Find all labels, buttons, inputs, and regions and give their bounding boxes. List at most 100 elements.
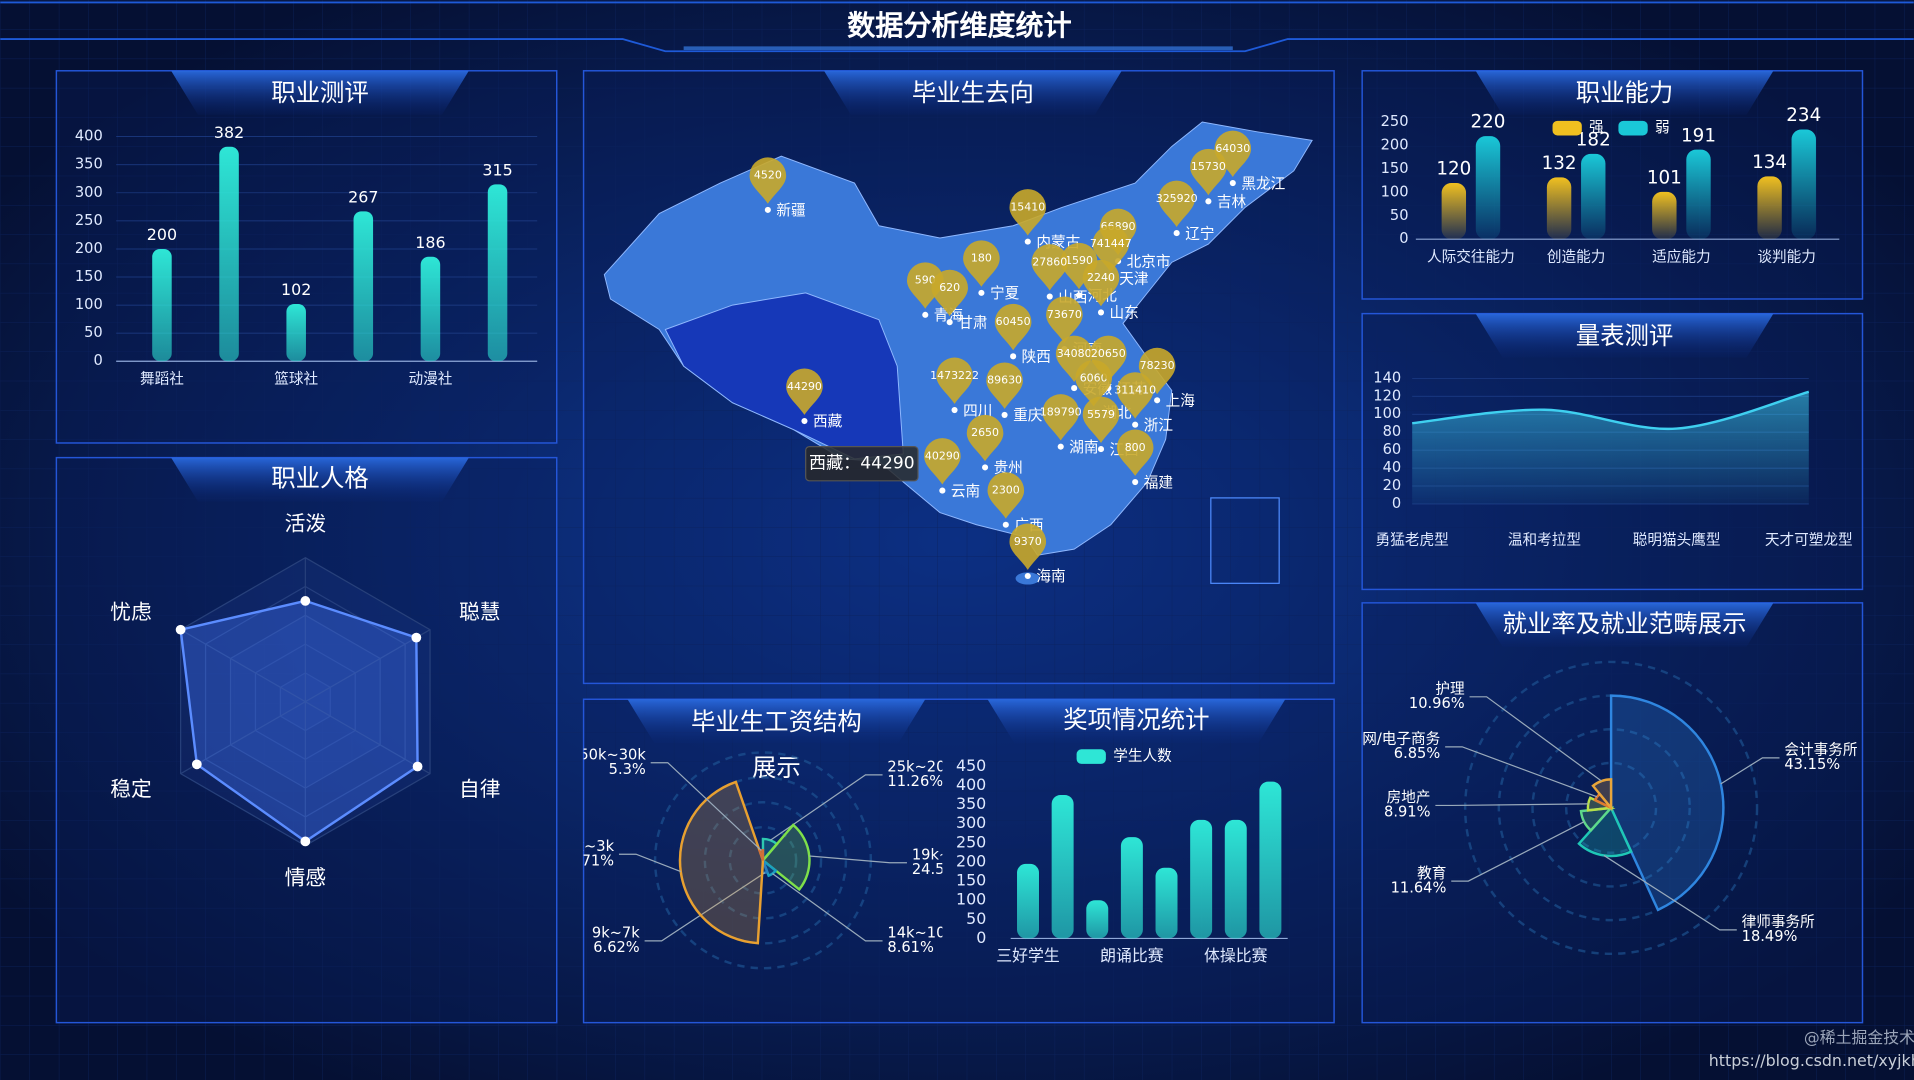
map-value: 78230	[1140, 359, 1175, 372]
map-pin	[986, 362, 1023, 409]
map-dot	[1205, 198, 1212, 205]
pie-value-label: 24.5%	[912, 861, 959, 878]
label-line	[618, 853, 681, 873]
pie-label: 律师事务所	[1742, 914, 1815, 931]
map-value: 64030	[1215, 142, 1250, 155]
y-tick-label: 250	[1381, 113, 1409, 130]
bar	[1546, 177, 1572, 240]
map-dot	[1046, 293, 1053, 300]
title-tab	[987, 699, 1286, 744]
value-label: 200	[147, 225, 177, 244]
title-tab	[627, 699, 926, 744]
bar	[1791, 129, 1816, 240]
map-value: 44290	[787, 380, 822, 393]
map-pin	[786, 368, 823, 415]
map-dot	[1075, 292, 1083, 299]
y-tick-label: 150	[75, 268, 103, 285]
map-value: 1590	[1065, 254, 1093, 267]
x-tick-label: 适应能力	[1652, 247, 1711, 265]
radar-point	[412, 761, 423, 772]
radar-indicator: 活泼	[285, 512, 327, 536]
value-label: 120	[1436, 159, 1471, 180]
map-label: 新疆	[776, 202, 805, 219]
y-tick-label: 0	[1399, 230, 1408, 247]
map-pin	[1158, 180, 1195, 227]
pie-label: 9k~7k	[592, 925, 640, 942]
rose-sector	[1591, 778, 1613, 812]
area	[1412, 391, 1809, 504]
pie-label: 会计事务所	[1784, 742, 1857, 759]
radar-point	[411, 632, 422, 643]
y-tick-label: 100	[75, 296, 103, 313]
map-label: 海南	[1036, 568, 1065, 585]
tooltip: 西藏：44290	[809, 454, 915, 474]
bar	[1017, 863, 1039, 939]
map-dot	[1071, 385, 1078, 392]
map-value: 34080	[1057, 347, 1092, 360]
map-label: 山东	[1110, 305, 1139, 322]
chart-title: 职业能力	[1576, 78, 1674, 107]
map-dot	[1024, 238, 1031, 245]
y-tick-label: 40	[1383, 459, 1402, 476]
map-value: 2650	[971, 426, 999, 439]
y-tick-label: 200	[1381, 136, 1409, 153]
map-label: 天津	[1119, 270, 1148, 287]
legend-swatch	[1076, 749, 1106, 764]
rose-sector	[1609, 694, 1725, 912]
map-value: 6060	[1080, 371, 1108, 384]
pie-value-label: 6.62%	[593, 939, 640, 956]
map-inset	[1210, 497, 1280, 584]
title-tab	[1475, 70, 1774, 115]
chart-title: 毕业生去向	[912, 78, 1034, 107]
map-pin	[963, 240, 1000, 287]
radar-point	[175, 624, 186, 635]
rose-sector	[760, 856, 778, 878]
y-tick-label: 20	[1383, 477, 1402, 494]
y-tick-label: 100	[1381, 183, 1409, 200]
map-pin	[966, 414, 1004, 462]
watermark: @稀土掘金技术社区	[1804, 1028, 1914, 1047]
pie-value-label: 6.85%	[1394, 745, 1441, 762]
value-label: 102	[281, 280, 311, 299]
map-pin	[1082, 396, 1120, 443]
pie-ring	[728, 825, 798, 895]
map-label: 西藏	[813, 413, 843, 430]
bar	[1051, 795, 1074, 939]
value-label: 382	[214, 123, 244, 142]
y-tick-label: 50	[84, 324, 103, 341]
title-tab	[1475, 602, 1774, 647]
map-value: 27860	[1032, 255, 1067, 268]
tooltip-box	[805, 446, 919, 482]
y-tick-label: 50	[966, 909, 986, 928]
map-value: 20650	[1091, 347, 1126, 360]
title-tab	[171, 70, 469, 115]
y-tick-label: 60	[1383, 441, 1402, 458]
value-label: 315	[482, 160, 512, 179]
map-label: 上海	[1166, 392, 1196, 409]
bar	[1224, 819, 1247, 939]
map-dot	[764, 206, 771, 213]
map-pin	[931, 269, 968, 317]
label-line	[1435, 803, 1589, 807]
pie-label: 6k~3k	[566, 838, 614, 855]
bar	[219, 146, 239, 362]
radar-indicator: 稳定	[110, 777, 151, 801]
x-tick-label: 聪明猫头鹰型	[1633, 532, 1721, 549]
map-dot	[946, 319, 953, 326]
bar	[487, 184, 508, 362]
map-label: 陕西	[1022, 349, 1051, 366]
bar	[286, 303, 306, 362]
pie-value-label: 5.3%	[609, 761, 646, 778]
legend-swatch	[1552, 120, 1582, 136]
pie-label: 护理	[1435, 680, 1465, 697]
map-value: 311410	[1114, 384, 1156, 397]
panel	[55, 70, 558, 444]
x-tick-label: 勇猛老虎型	[1376, 532, 1449, 549]
radar-point	[300, 596, 311, 606]
bar	[1581, 153, 1606, 240]
pie-label: 互联网/电子商务	[1333, 731, 1441, 748]
map-value: 741447	[1090, 237, 1132, 250]
map-dot	[1154, 397, 1161, 404]
